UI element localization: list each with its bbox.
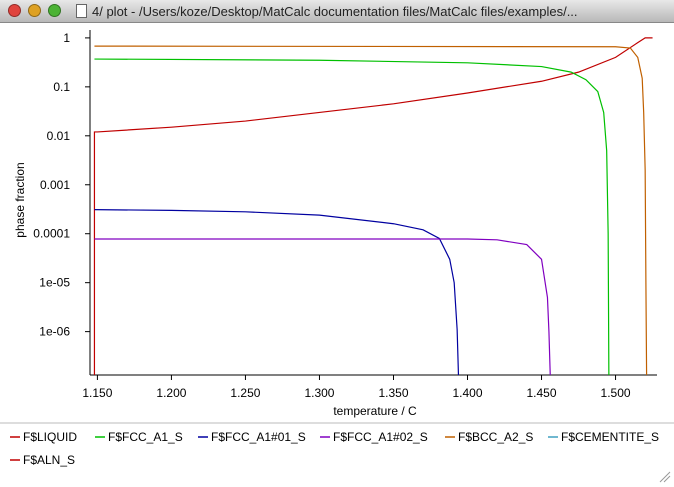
y-tick-label: 0.0001 (33, 227, 70, 241)
x-tick-label: 1.350 (378, 386, 408, 400)
legend-label: F$FCC_A1#02_S (333, 430, 428, 444)
y-axis-label: phase fraction (13, 162, 27, 237)
resize-grip[interactable] (659, 471, 671, 483)
x-axis-label: temperature / C (333, 404, 417, 418)
window-title: 4/ plot - /Users/koze/Desktop/MatCalc do… (92, 4, 578, 19)
legend-label: F$CEMENTITE_S (561, 430, 659, 444)
y-tick-label: 0.01 (47, 129, 71, 143)
legend-label: F$ALN_S (23, 453, 75, 467)
minimize-button[interactable] (28, 4, 41, 17)
legend-label: F$FCC_A1_S (108, 430, 183, 444)
legend-label: F$LIQUID (23, 430, 77, 444)
y-tick-label: 1e-05 (39, 276, 70, 290)
series-line (94, 58, 610, 375)
legend-label: F$FCC_A1#01_S (211, 430, 306, 444)
x-tick-label: 1.500 (601, 386, 631, 400)
series-line (94, 45, 648, 375)
x-tick-label: 1.450 (527, 386, 557, 400)
y-tick-label: 0.1 (53, 80, 70, 94)
x-tick-label: 1.400 (452, 386, 482, 400)
document-icon (76, 4, 87, 18)
x-tick-label: 1.200 (156, 386, 186, 400)
y-tick-label: 0.001 (40, 178, 70, 192)
close-button[interactable] (8, 4, 21, 17)
y-tick-label: 1 (63, 31, 70, 45)
y-tick-label: 1e-06 (39, 325, 70, 339)
x-tick-label: 1.150 (82, 386, 112, 400)
zoom-button[interactable] (48, 4, 61, 17)
legend-label: F$BCC_A2_S (458, 430, 533, 444)
x-tick-label: 1.250 (230, 386, 260, 400)
plot-area (93, 37, 653, 375)
x-tick-label: 1.300 (304, 386, 334, 400)
series-line (94, 209, 460, 375)
title-bar: 4/ plot - /Users/koze/Desktop/MatCalc do… (0, 0, 674, 23)
series-line (93, 37, 653, 375)
series-line (94, 238, 551, 375)
